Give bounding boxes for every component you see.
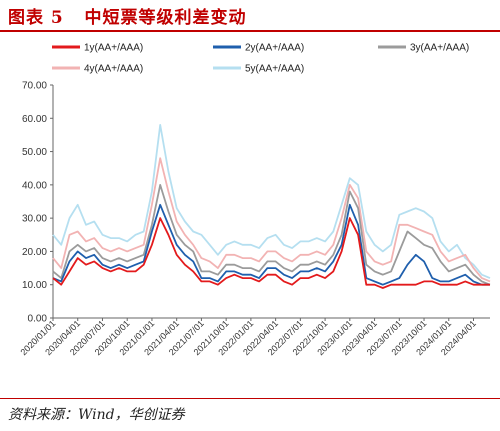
legend-label: 4y(AA+/AAA)	[84, 64, 143, 75]
figure-title-bar: 图表 5 中短票等级利差变动	[0, 0, 500, 32]
legend-label: 5y(AA+/AAA)	[245, 64, 304, 75]
y-tick-label: 0.00	[28, 314, 48, 325]
y-tick-label: 70.00	[22, 81, 47, 92]
series-line-5y	[52, 124, 491, 279]
series-line-4y	[52, 157, 491, 283]
legend-label: 1y(AA+/AAA)	[84, 43, 143, 54]
source-note: 资料来源：Wind，华创证券	[8, 407, 185, 423]
series-line-2y	[52, 203, 490, 286]
y-tick-label: 60.00	[22, 114, 47, 125]
spread-line-chart: 0.00 10.00 20.00 30.00 40.00 50.00 60.00 70.00 2…	[18, 43, 491, 357]
legend-label: 2y(AA+/AAA)	[245, 43, 304, 54]
series-line-3y	[52, 183, 491, 286]
series-line-1y	[52, 217, 490, 289]
y-tick-label: 30.00	[22, 214, 47, 225]
title-rule	[0, 30, 500, 32]
y-tick-label: 50.00	[22, 147, 47, 158]
footer-rule	[0, 398, 500, 399]
y-tick-label: 10.00	[22, 280, 47, 291]
figure-title: 图表 5 中短票等级利差变动	[8, 8, 247, 28]
y-tick-label: 20.00	[22, 247, 47, 258]
y-tick-label: 40.00	[22, 180, 47, 191]
legend-label: 3y(AA+/AAA)	[410, 43, 469, 54]
